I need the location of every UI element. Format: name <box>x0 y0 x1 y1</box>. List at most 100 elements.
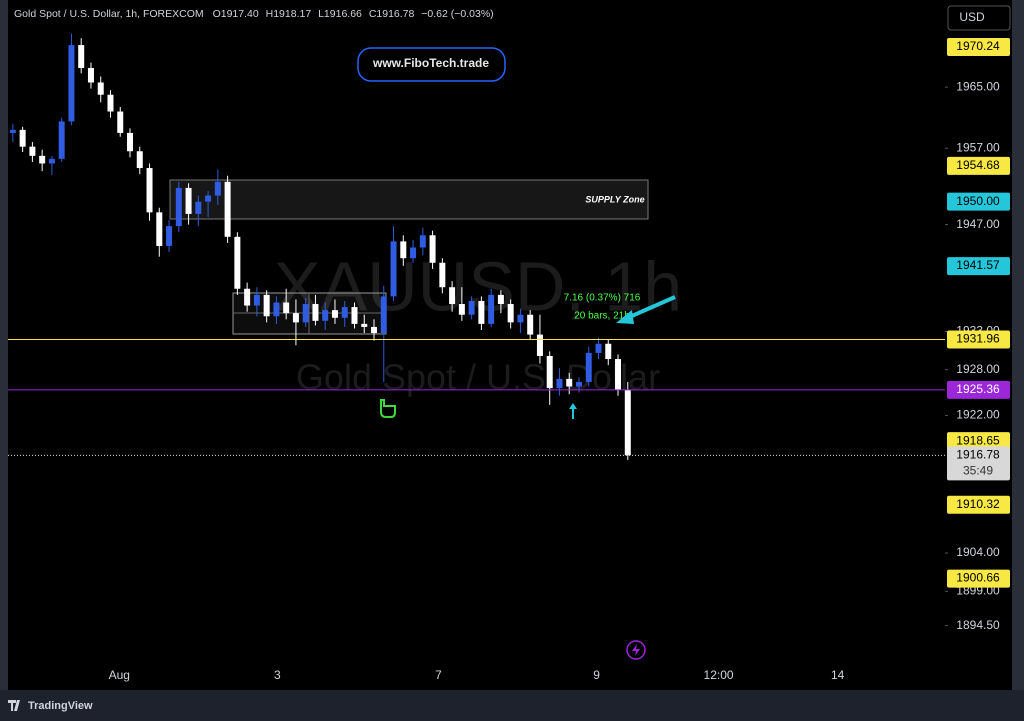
candle-body <box>214 181 221 196</box>
price-badge-label: 1954.68 <box>956 158 1000 172</box>
candle-body <box>517 314 524 323</box>
candle-body <box>527 314 534 335</box>
candle-body <box>273 302 280 317</box>
candle-body <box>478 300 485 324</box>
candle-body <box>468 300 475 315</box>
x-tick-label: Aug <box>109 668 130 682</box>
candle-body <box>107 94 114 112</box>
countdown-label: 35:49 <box>963 464 993 478</box>
candle-body <box>127 132 134 152</box>
candle-body <box>410 247 417 259</box>
candle-body <box>429 235 436 263</box>
candle-body <box>400 241 407 259</box>
y-tick-label: 1928.00 <box>956 362 1000 376</box>
candle-body <box>263 294 270 317</box>
price-badge-label: 1950.00 <box>956 194 1000 208</box>
price-badge-label: 1925.36 <box>956 382 1000 396</box>
candle-body <box>595 343 602 353</box>
price-badge-label: 1931.96 <box>956 332 1000 346</box>
up-arrow-head <box>569 403 577 409</box>
candle-body <box>117 111 124 133</box>
price-badge <box>947 257 1010 276</box>
price-badge-label: 1918.65 <box>956 433 1000 447</box>
candle-body <box>488 294 495 324</box>
price-badge-label: 1970.24 <box>956 39 1000 53</box>
candle-body <box>624 389 631 456</box>
candle-body <box>341 307 348 318</box>
supply-zone-label: SUPPLY Zone <box>585 194 644 204</box>
candle-body <box>546 355 553 389</box>
legend-low: L1916.66 <box>318 8 362 20</box>
candle-body <box>58 121 65 159</box>
candle-body <box>29 146 36 156</box>
candle-body <box>166 226 173 246</box>
legend-close: C1916.78 <box>369 8 415 20</box>
x-tick-label: 12:00 <box>704 668 734 682</box>
plot: Aug 3 7 9 12:00 14 <box>8 33 945 682</box>
legend-open: O1917.40 <box>213 8 259 20</box>
price-badge <box>947 380 1010 399</box>
candle-body <box>292 313 299 323</box>
currency-button[interactable] <box>947 5 1011 31</box>
candle-body <box>585 352 592 382</box>
event-icon[interactable] <box>626 640 646 660</box>
drawings: SUPPLY Zone <box>169 179 649 335</box>
legend-change: −0.62 (−0.03%) <box>421 8 493 20</box>
price-badge <box>947 330 1010 349</box>
candle-body <box>9 129 16 133</box>
candle-body <box>253 294 260 306</box>
candle-body <box>283 302 290 314</box>
candle-body <box>136 151 143 169</box>
brand-name: TradingView <box>28 700 93 712</box>
chart-background <box>8 0 1012 690</box>
y-tick-label: 1904.00 <box>956 545 1000 559</box>
price-badge <box>947 446 1010 481</box>
candle-body <box>419 235 426 248</box>
candle-body <box>224 181 231 237</box>
candle-body <box>371 326 378 334</box>
candle-body <box>605 343 612 360</box>
candle-body <box>87 67 94 83</box>
y-tick-label: 1922.00 <box>956 408 1000 422</box>
price-badge <box>947 569 1010 588</box>
price-badge-label: 1916.78 <box>956 448 1000 462</box>
candle-body <box>556 378 563 389</box>
candle-body <box>390 241 397 297</box>
candle-body <box>312 304 319 321</box>
candle-body <box>536 334 543 356</box>
measure-bars-text: 20 bars, 21h <box>574 311 630 322</box>
event-icon-bolt <box>632 644 640 656</box>
header-legend: Gold Spot / U.S. Dollar, 1h, FOREXCOM O1… <box>14 8 494 20</box>
y-tick-label: 1894.50 <box>956 618 1000 632</box>
price-badge-label: 1941.57 <box>956 258 1000 272</box>
link-text[interactable]: www.FiboTech.trade <box>372 56 489 70</box>
candle-body <box>175 187 182 227</box>
candle-body <box>244 288 251 306</box>
y-tick-label: 1965.00 <box>956 79 1000 93</box>
candle-body <box>68 45 75 122</box>
price-badge <box>947 38 1010 57</box>
candle-body <box>19 129 26 147</box>
candle-body <box>97 82 104 95</box>
currency-label[interactable]: USD <box>959 10 985 24</box>
brand-logo <box>8 700 20 711</box>
measure-text: 7.16 (0.37%) 716 <box>564 293 641 304</box>
x-tick-label: 14 <box>831 668 845 682</box>
pointer-arrow-head <box>616 310 634 324</box>
supply-zone-box <box>169 179 649 220</box>
watermark-name: Gold Spot / U.S. Dollar <box>296 357 660 398</box>
overlay: www.FiboTech.trade 7.16 (0.37%) 716 20 b… <box>8 5 1011 712</box>
price-badge <box>947 432 1010 451</box>
x-tick-label: 7 <box>435 668 442 682</box>
candle-body <box>185 187 192 214</box>
candle-body <box>48 158 55 164</box>
link-badge[interactable] <box>357 47 506 82</box>
candle-body <box>322 310 329 321</box>
candle-body <box>497 294 504 305</box>
candle-body <box>458 304 465 315</box>
candle-body <box>331 310 338 318</box>
y-tick-label: 1957.00 <box>956 140 1000 154</box>
candle-body <box>195 201 202 214</box>
candle-body <box>205 195 212 202</box>
